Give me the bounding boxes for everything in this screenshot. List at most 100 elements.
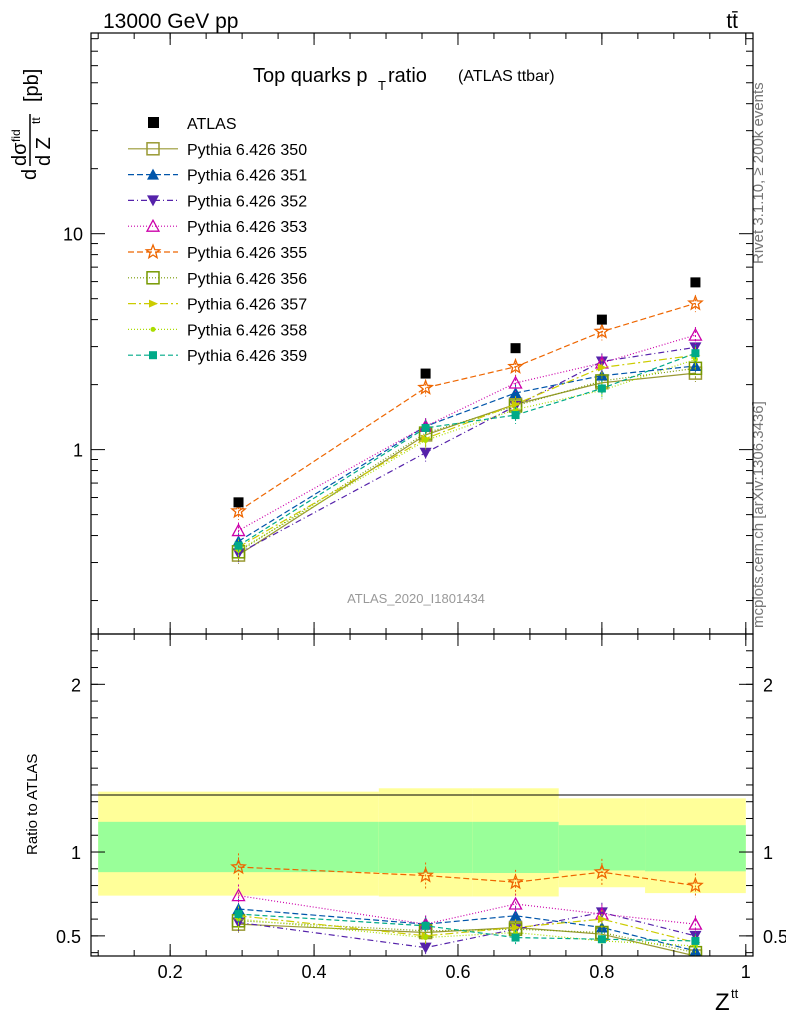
title-rest: ratio [388,65,427,87]
y-label-dsigma: dσ [9,142,31,166]
series-line-ratio [238,908,696,952]
series-line-ratio [238,918,696,947]
header-process: tt̄ [726,10,738,33]
series-line-ratio [238,923,696,956]
series-point-ratio [230,858,247,875]
series-point-ratio [691,936,700,945]
legend-label: Pythia 6.426 352 [187,193,307,210]
legend-label: Pythia 6.426 355 [187,245,307,262]
x-axis-label: Z [715,989,730,1016]
header-energy: 13000 GeV pp [103,10,238,33]
series-point-ratio [234,910,243,919]
legend-marker [144,243,162,260]
legend-marker [149,351,157,360]
uncertainty-band-inner [98,821,379,873]
series-line-main [238,367,696,553]
series-line-ratio [238,895,696,925]
atlas-data-point [596,314,607,325]
x-tick-label: 0.6 [445,962,470,982]
x-tick-label: 0.8 [589,962,614,982]
series-point-main [597,384,606,393]
legend-entry: ATLAS [148,116,237,133]
series-point-main [597,363,607,372]
series-point-ratio [597,915,607,924]
series-point-main [688,327,703,341]
legend-marker [145,218,161,232]
legend-entry: Pythia 6.426 353 [128,218,307,236]
uncertainty-band-inner [378,821,473,873]
mcplots-label: mcplots.cern.ch [arXiv:1306.3436] [750,401,767,628]
ratio-y-tick-label-left: 0.5 [56,927,81,947]
legend-entry: Pythia 6.426 359 [128,348,307,365]
series-line-main [238,354,696,548]
y-label-fid: fid [9,129,23,142]
series-point-main [509,387,522,399]
legend-label: Pythia 6.426 358 [187,322,307,339]
series-point-main [508,375,523,389]
series-point-main [421,423,430,432]
series-point-ratio [421,921,430,930]
title-note: (ATLAS ttbar) [458,68,555,85]
series-point-ratio [511,923,521,932]
ratio-y-tick-label-left: 2 [71,675,81,695]
atlas-data-point [233,497,244,508]
series-point-main [688,361,703,376]
series-point-ratio [509,909,522,921]
x-tick-label: 1 [741,962,751,982]
legend-label: Pythia 6.426 351 [187,168,307,185]
series-point-main [691,349,700,358]
legend-marker [146,142,160,156]
series-point-ratio [419,942,432,954]
series-point-ratio [593,863,611,880]
ratio-y-tick-label-right: 0.5 [763,927,786,947]
legend-marker [149,299,158,308]
legend-entry: Pythia 6.426 352 [128,193,307,210]
series-line-main [238,365,696,542]
series-point-main [511,411,520,420]
ratio-series-layer [230,853,704,956]
series-line-main [238,372,696,556]
legend-marker [147,168,159,180]
series-point-ratio [423,935,429,941]
y-label-tt: tt [29,117,43,124]
legend-marker-atlas [148,117,159,128]
series-line-main [238,352,696,547]
series-point-main [230,502,247,519]
title-main: Top quarks p [253,65,368,87]
ratio-y-tick-label-right: 1 [763,843,773,863]
series-point-ratio [687,876,704,893]
legend-label: Pythia 6.426 357 [187,297,307,314]
y-label-unit: [pb] [21,69,43,102]
rivet-label: Rivet 3.1.10, ≥ 200k events [750,82,767,264]
x-tick-label: 0.2 [158,962,183,982]
axes-layer: 0.2 0.4 0.6 0.8 1 1 10 0.5 0.5 1 1 2 2 [56,33,786,982]
series-point-main [511,400,521,409]
uncertainty-band-inner [645,825,746,872]
series-point-ratio [511,933,520,942]
atlas-points-layer [233,277,701,508]
legend-label: Pythia 6.426 356 [187,271,307,288]
series-point-main [419,447,432,459]
ratio-y-tick-label-left: 1 [71,843,81,863]
series-point-ratio [507,873,524,890]
series-point-main [593,322,611,339]
series-point-ratio [417,866,435,883]
legend-label: Pythia 6.426 353 [187,219,307,236]
series-point-ratio [508,896,523,910]
legend-label: ATLAS [187,116,237,133]
atlas-data-point [420,368,431,379]
main-series-layer [230,294,704,564]
series-point-ratio [231,888,246,902]
series-point-main [231,523,246,537]
analysis-watermark: ATLAS_2020_I1801434 [347,591,485,606]
series-point-ratio [688,916,703,930]
series-point-main [595,356,608,368]
series-point-main [423,437,429,443]
title-sub: T [378,78,386,93]
chart-title: Top quarks p T ratio (ATLAS ttbar) [253,65,555,93]
x-tick-label: 0.4 [302,962,327,982]
legend-marker [146,271,160,285]
y-label-dZ: d Z [33,137,55,166]
series-point-main [687,294,704,311]
